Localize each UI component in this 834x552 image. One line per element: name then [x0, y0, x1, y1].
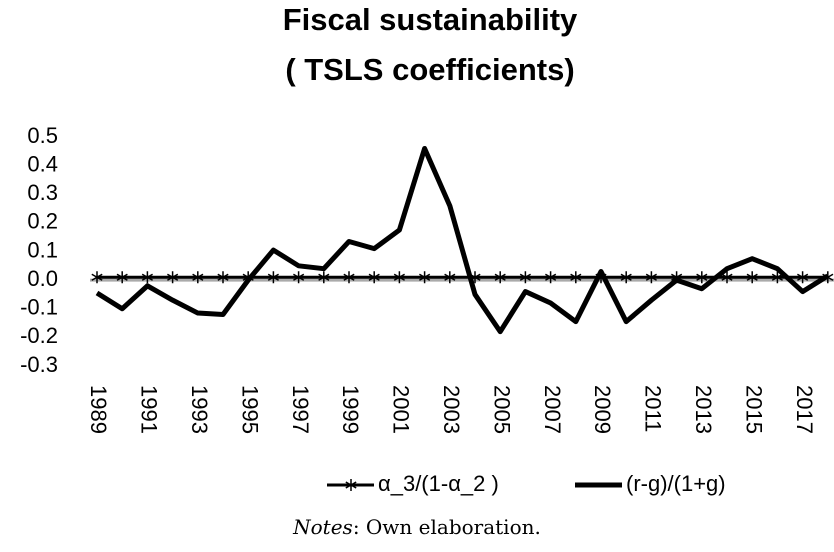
y-tick-label: 0.5	[27, 123, 58, 148]
x-tick-label: 2011	[641, 385, 666, 432]
marker	[91, 271, 103, 284]
marker	[343, 271, 355, 284]
x-tick-label: 1989	[86, 385, 111, 434]
legend-label: α_3/(1-α_2 )	[378, 471, 499, 496]
marker	[696, 271, 708, 284]
x-tick-label: 2005	[489, 385, 514, 434]
x-tick-label: 1991	[137, 385, 162, 434]
y-tick-label: 0.1	[27, 237, 58, 262]
y-tick-label: 0.3	[27, 180, 58, 205]
notes-label: Notes	[292, 515, 353, 539]
marker	[393, 271, 405, 284]
marker	[293, 271, 305, 284]
x-tick-label: 1993	[187, 385, 212, 434]
marker	[192, 271, 204, 284]
notes-text: : Own elaboration.	[353, 515, 541, 539]
marker	[141, 271, 153, 284]
marker	[167, 271, 179, 284]
legend-label: (r-g)/(1+g)	[626, 471, 726, 496]
marker	[217, 271, 229, 284]
marker	[116, 271, 128, 284]
y-tick-label: -0.2	[20, 323, 58, 348]
marker	[267, 271, 279, 284]
marker	[746, 271, 758, 284]
marker	[771, 271, 783, 284]
x-tick-label: 2017	[792, 385, 817, 434]
chart-title: Fiscal sustainability	[283, 2, 578, 37]
marker	[721, 271, 733, 284]
notes: Notes: Own elaboration.	[292, 515, 541, 539]
marker	[444, 271, 456, 284]
y-tick-label: -0.3	[20, 352, 58, 377]
y-tick-label: 0.0	[27, 266, 58, 291]
marker	[620, 271, 632, 284]
y-tick-label: -0.1	[20, 295, 58, 320]
x-tick-label: 2003	[439, 385, 464, 434]
x-tick-label: 2015	[741, 385, 766, 434]
x-tick-label: 2001	[389, 385, 414, 434]
series-line	[95, 145, 830, 335]
x-tick-label: 1995	[237, 385, 262, 434]
marker	[545, 271, 557, 284]
marker	[519, 271, 531, 284]
x-tick-label: 2009	[590, 385, 615, 434]
marker	[797, 271, 809, 284]
marker	[318, 271, 330, 284]
marker	[368, 271, 380, 284]
x-tick-label: 2013	[691, 385, 716, 434]
marker	[570, 271, 582, 284]
x-tick-label: 1997	[288, 385, 313, 434]
y-tick-label: 0.4	[27, 151, 58, 176]
marker	[494, 271, 506, 284]
x-tick-label: 1999	[338, 385, 363, 434]
x-tick-label: 2007	[540, 385, 565, 434]
marker	[345, 479, 357, 491]
marker	[419, 271, 431, 284]
marker	[645, 271, 657, 284]
y-tick-label: 0.2	[27, 209, 58, 234]
chart-title: ( TSLS coefficients)	[285, 52, 574, 87]
